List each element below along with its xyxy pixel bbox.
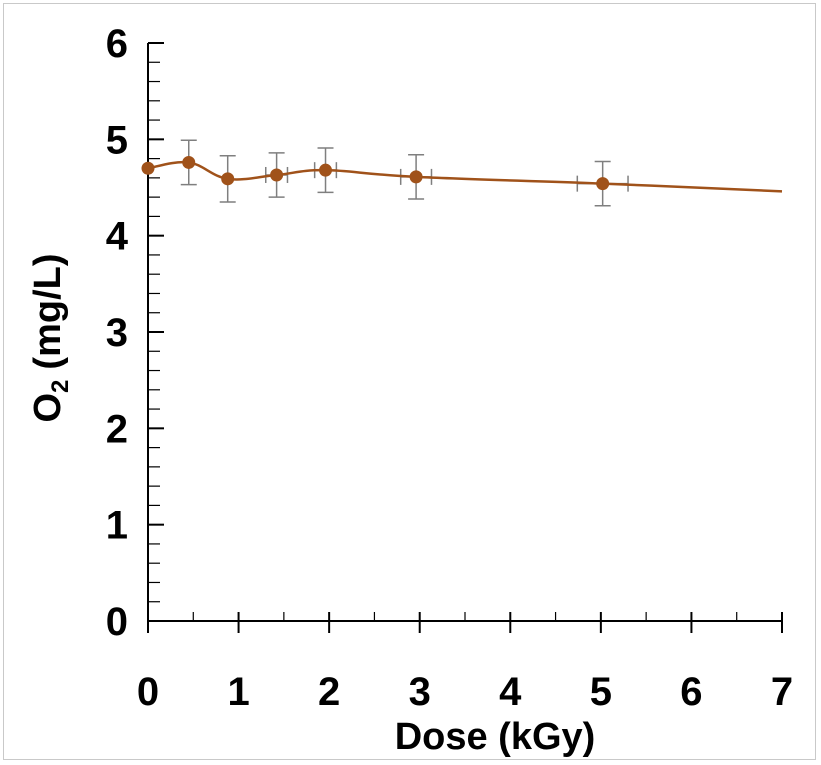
y-tick-label: 2 (106, 407, 128, 451)
chart-frame (3, 3, 816, 760)
data-point (182, 155, 196, 169)
y-tick-label: 1 (106, 504, 128, 548)
y-tick-label: 0 (106, 600, 128, 644)
data-point (270, 168, 284, 182)
y-axis-title-unit: (mg/L) (27, 254, 69, 370)
x-tick-label: 3 (409, 670, 431, 714)
data-point (141, 161, 155, 175)
x-axis-title: Dose (kGy) (395, 716, 596, 758)
data-point (319, 163, 333, 177)
y-tick-label: 4 (106, 215, 129, 259)
y-axis-title-subscript: 2 (47, 380, 74, 393)
axes (147, 42, 783, 633)
y-tick-label: 5 (106, 118, 128, 162)
x-tick-label: 7 (771, 670, 793, 714)
x-tick-label: 4 (499, 670, 522, 714)
series (141, 155, 783, 193)
y-tick-label: 3 (106, 311, 128, 355)
series-line (147, 160, 783, 193)
tick-labels: 0 1 2 3 4 5 6 0 1 2 3 4 5 6 7 (106, 22, 793, 714)
x-tick-label: 2 (318, 670, 340, 714)
y-axis-title: O2 (mg/L) (27, 254, 74, 423)
y-tick-label: 6 (106, 22, 128, 66)
data-point (221, 172, 235, 186)
data-point (409, 170, 423, 184)
error-bars (180, 139, 629, 207)
y-axis-title-main: O (27, 393, 69, 423)
x-tick-label: 5 (590, 670, 612, 714)
data-point (596, 177, 610, 191)
x-tick-label: 0 (137, 670, 159, 714)
x-tick-label: 1 (227, 670, 249, 714)
x-tick-label: 6 (680, 670, 702, 714)
